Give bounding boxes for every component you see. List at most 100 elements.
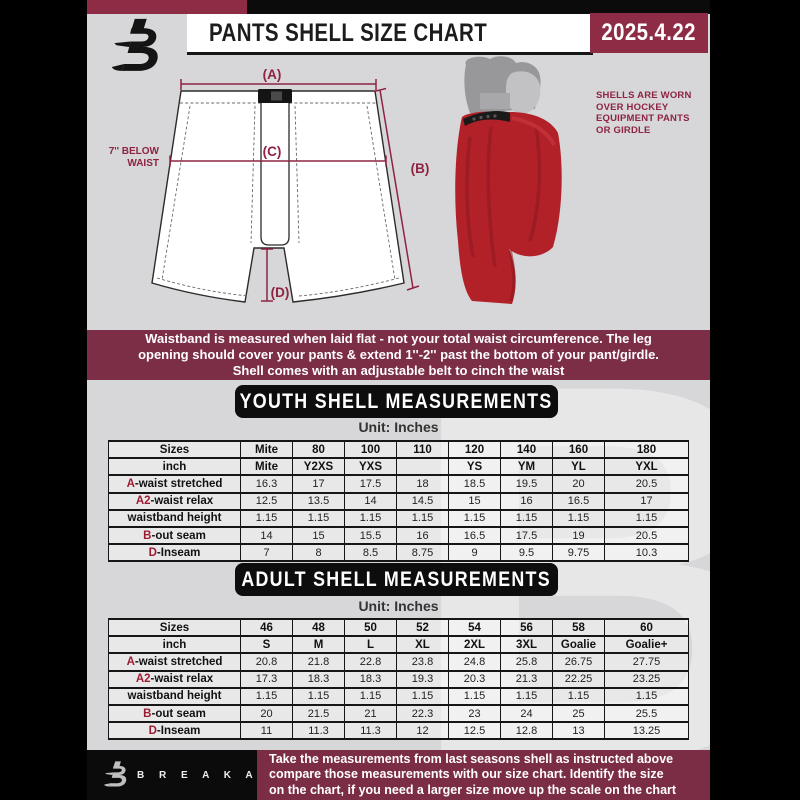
table-cell: 80 (292, 439, 345, 459)
adult-heading: ADULT SHELL MEASUREMENTS (241, 567, 552, 591)
row-label-text: -waist relax (150, 673, 214, 686)
table-cell: 12 (396, 721, 449, 741)
table-cell: 17.3 (240, 669, 293, 689)
table-cell: 1.15 (396, 508, 449, 528)
table-cell: 1.15 (500, 686, 553, 706)
row-label-cell: B-out seam (108, 703, 241, 723)
table-cell: 24.8 (448, 652, 501, 672)
row-letter-accent: D (148, 724, 157, 737)
info-banner-text: Waistband is measured when laid flat - n… (138, 331, 659, 378)
table-cell: 8.5 (344, 543, 397, 563)
table-cell: 50 (344, 617, 397, 637)
table-row: waistband height 1.15 1.15 1.15 1.15 1.15 1.15… (108, 686, 689, 706)
table-cell: 54 (448, 617, 501, 637)
adult-size-table: Sizes 46 48 50 52 54 56 58 60 inch S M L XL 2XL 3XL Goal… (108, 617, 689, 741)
table-cell: 22.25 (552, 669, 605, 689)
row-label-text: waistband height (127, 512, 222, 525)
row-label-text: -out seam (151, 707, 206, 720)
table-cell: 14 (344, 491, 397, 511)
table-row: D-Inseam 7 8 8.5 8.75 9 9.5 9.75 10.3 (108, 543, 689, 563)
row-label-text: Sizes (159, 621, 190, 634)
table-row: inch S M L XL 2XL 3XL Goalie Goalie+ (108, 635, 689, 654)
table-cell: 46 (240, 617, 293, 637)
table-cell: YXL (604, 457, 689, 476)
table-cell: 58 (552, 617, 605, 637)
unit-label-adult: Unit: Inches (358, 598, 439, 614)
table-cell: 15 (448, 491, 501, 511)
measure-label-a: (A) (263, 67, 282, 82)
table-cell: 19.5 (500, 474, 553, 494)
measure-label-b: (B) (411, 161, 430, 176)
table-cell: 11.3 (344, 721, 397, 741)
footer-brand-block: B R E A K A W A Y (87, 750, 319, 800)
table-cell: Mite (240, 457, 293, 476)
table-row: D-Inseam 11 11.3 11.3 12 12.5 12.8 13 13.25 (108, 721, 689, 741)
table-cell: 52 (396, 617, 449, 637)
table-cell: 17 (292, 474, 345, 494)
table-cell: 16.3 (240, 474, 293, 494)
table-cell: 18.3 (344, 669, 397, 689)
table-cell: 8.75 (396, 543, 449, 563)
table-cell: 1.15 (344, 508, 397, 528)
row-label-cell: A-waist stretched (108, 652, 241, 672)
shell-technical-drawing: (A) (B) (C) (D) (140, 55, 440, 315)
row-letter-accent: D (148, 546, 157, 559)
table-cell: S (240, 635, 293, 654)
table-cell: 8 (292, 543, 345, 563)
row-label-text: inch (162, 638, 187, 651)
row-letter-accent: A (126, 477, 135, 490)
table-cell: 160 (552, 439, 605, 459)
table-cell: 20.8 (240, 652, 293, 672)
top-strip (87, 0, 710, 14)
table-cell: YXS (344, 457, 397, 476)
top-maroon-tab (87, 0, 247, 14)
photo-caption: SHELLS ARE WORN OVER HOCKEY EQUIPMENT PA… (596, 90, 692, 136)
table-cell: 12.8 (500, 721, 553, 741)
table-cell: 7 (240, 543, 293, 563)
table-cell: YS (448, 457, 501, 476)
table-cell: 20.5 (604, 525, 689, 545)
table-cell: 1.15 (240, 686, 293, 706)
page-body: B PANTS SHELL SIZE CHART 2025.4.22 (87, 13, 710, 800)
section-banner-adult: ADULT SHELL MEASUREMENTS (235, 563, 558, 596)
table-cell: 13.5 (292, 491, 345, 511)
row-label-cell: Sizes (108, 439, 241, 459)
row-label-cell: D-Inseam (108, 543, 241, 563)
table-cell: 21.5 (292, 703, 345, 723)
row-label-cell: B-out seam (108, 525, 241, 545)
table-cell: 16 (500, 491, 553, 511)
table-row: waistband height 1.15 1.15 1.15 1.15 1.15 1.15… (108, 508, 689, 528)
table-cell: 19.3 (396, 669, 449, 689)
table-row: B-out seam 20 21.5 21 22.3 23 24 25 25.5 (108, 703, 689, 723)
table-cell: 23.25 (604, 669, 689, 689)
table-cell: 13.25 (604, 721, 689, 741)
table-cell: 1.15 (604, 508, 689, 528)
table-cell: 14.5 (396, 491, 449, 511)
table-cell: 24 (500, 703, 553, 723)
table-cell: 9 (448, 543, 501, 563)
table-cell: 20.5 (604, 474, 689, 494)
table-cell: 19 (552, 525, 605, 545)
table-cell: 17 (604, 491, 689, 511)
table-cell: Goalie (552, 635, 605, 654)
brand-name: B R E A K A W A Y (137, 769, 325, 781)
youth-size-table: Sizes Mite 80 100 110 120 140 160 180 inch Mite Y2X… (108, 439, 689, 563)
row-label-cell: waistband height (108, 686, 241, 706)
table-cell: 48 (292, 617, 345, 637)
table-cell: 1.15 (448, 686, 501, 706)
table-cell: Mite (240, 439, 293, 459)
pants-photo (450, 55, 590, 310)
table-cell: 120 (448, 439, 501, 459)
table-cell: 20.3 (448, 669, 501, 689)
table-cell: 23.8 (396, 652, 449, 672)
table-cell: 140 (500, 439, 553, 459)
table-cell: 25.5 (604, 703, 689, 723)
row-label-cell: Sizes (108, 617, 241, 637)
table-cell: 1.15 (500, 508, 553, 528)
table-cell: 180 (604, 439, 689, 459)
row-label-text: -Inseam (156, 546, 201, 559)
table-cell: 12.5 (448, 721, 501, 741)
section-banner-youth: YOUTH SHELL MEASUREMENTS (235, 385, 558, 418)
table-cell: 56 (500, 617, 553, 637)
unit-label-youth: Unit: Inches (358, 419, 439, 435)
